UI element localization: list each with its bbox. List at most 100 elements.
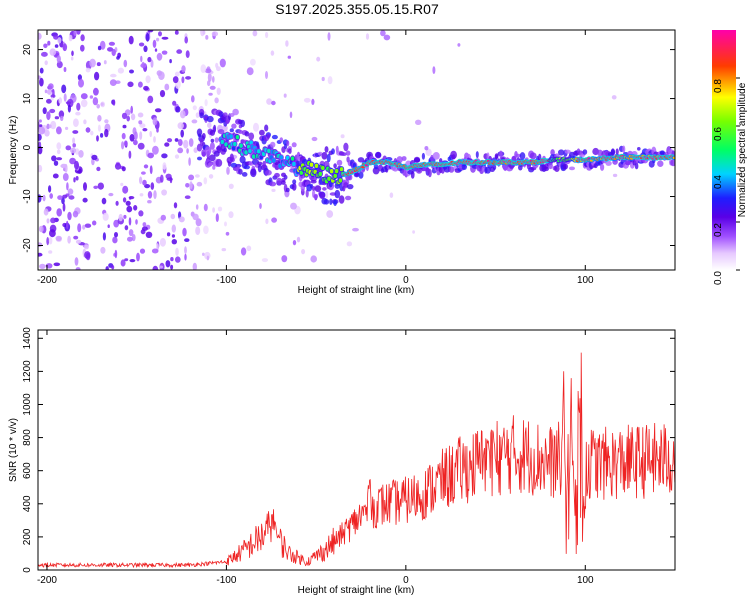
heatmap-ridge-core <box>299 170 304 175</box>
heatmap-noise-blob <box>128 150 132 159</box>
heatmap-noise-blob <box>177 139 183 146</box>
heatmap-noise-blob <box>47 40 51 46</box>
heatmap-ridge-halo <box>329 198 333 205</box>
heatmap-noise-blob <box>271 217 277 223</box>
heatmap-noise-blob <box>93 87 99 96</box>
heatmap-noise-blob <box>122 197 127 203</box>
heatmap-noise-blob <box>73 30 77 36</box>
heatmap-ridge-halo <box>554 165 560 172</box>
heatmap-noise-blob <box>145 231 153 238</box>
heatmap-noise-blob <box>271 188 276 192</box>
heatmap-noise-blob <box>48 237 53 245</box>
heatmap-noise-blob <box>172 100 177 106</box>
heatmap-noise-blob <box>195 226 201 235</box>
heatmap-noise-blob <box>153 190 157 200</box>
heatmap-noise-blob <box>133 139 138 146</box>
heatmap-noise-blob <box>141 171 146 175</box>
heatmap-noise-blob <box>180 129 184 138</box>
heatmap-noise-blob <box>67 235 71 244</box>
heatmap-noise-blob <box>53 262 61 267</box>
heatmap-ridge-halo <box>313 193 319 199</box>
heatmap-noise-blob <box>39 263 46 269</box>
heatmap-noise-blob <box>139 248 146 254</box>
heatmap-noise-blob <box>325 190 329 199</box>
heatmap-noise-blob <box>161 153 168 159</box>
colorbar-tick-label: 0.2 <box>713 223 724 237</box>
heatmap-ridge-core <box>224 142 228 147</box>
heatmap-noise-blob <box>80 34 85 42</box>
heatmap-noise-blob <box>206 255 210 261</box>
heatmap-noise-blob <box>287 55 291 59</box>
heatmap-noise-blob <box>143 85 149 91</box>
heatmap-noise-blob <box>352 227 359 232</box>
heatmap-ridge-halo <box>373 164 379 170</box>
heatmap-noise-blob <box>103 60 107 65</box>
heatmap-ridge-halo <box>270 141 276 148</box>
heatmap-noise-blob <box>122 124 127 129</box>
heatmap-noise-blob <box>156 127 159 133</box>
heatmap-noise-blob <box>184 253 187 261</box>
heatmap-noise-blob <box>166 138 173 143</box>
heatmap-noise-blob <box>123 140 128 147</box>
heatmap-noise-blob <box>49 108 56 114</box>
snr-panel: -200 -100 0 100 0 200 400 600 800 1000 1200 1400 H… <box>8 327 676 596</box>
heatmap-noise-blob <box>125 200 131 206</box>
heatmap-noise-blob <box>222 124 228 132</box>
heatmap-noise-blob <box>82 197 88 203</box>
heatmap-ridge-halo <box>333 199 337 206</box>
heatmap-noise-blob <box>265 31 269 39</box>
heatmap-noise-blob <box>327 32 331 41</box>
heatmap-noise-blob <box>43 208 49 216</box>
heatmap-noise-blob <box>100 246 106 254</box>
heatmap-ridge-core <box>272 158 276 163</box>
heatmap-ytick-label: 0 <box>22 144 33 150</box>
heatmap-ridge-halo <box>284 143 288 150</box>
heatmap-noise-blob <box>46 98 52 104</box>
heatmap-noise-blob <box>250 58 256 66</box>
heatmap-noise-blob <box>130 105 133 114</box>
heatmap-noise-blob <box>170 264 174 270</box>
heatmap-noise-blob <box>82 224 86 230</box>
heatmap-noise-blob <box>115 200 119 206</box>
heatmap-xtick-label: -200 <box>37 275 57 286</box>
heatmap-noise-blob <box>183 139 189 149</box>
colorbar-tick-label: 0.8 <box>713 79 724 93</box>
heatmap-noise-blob <box>203 177 208 185</box>
heatmap-noise-blob <box>185 76 192 80</box>
heatmap-ridge-halo <box>229 153 234 162</box>
heatmap-ridge-halo <box>499 150 503 159</box>
heatmap-noise-blob <box>112 99 116 106</box>
heatmap-noise-blob <box>78 150 84 158</box>
heatmap-noise-blob <box>107 47 114 52</box>
snr-xtick-label: -200 <box>37 575 57 586</box>
heatmap-noise-blob <box>156 37 160 42</box>
heatmap-ridge-halo <box>450 150 457 160</box>
heatmap-ridge-halo <box>291 183 297 191</box>
heatmap-noise-blob <box>147 95 154 104</box>
heatmap-ridge-halo <box>240 119 246 128</box>
heatmap-ridge-halo <box>283 174 288 180</box>
heatmap-noise-blob <box>85 127 91 133</box>
heatmap-noise-blob <box>217 206 223 212</box>
heatmap-ridge-halo <box>244 131 250 137</box>
heatmap-noise-blob <box>216 66 221 72</box>
heatmap-noise-blob <box>72 143 76 148</box>
heatmap-noise-blob <box>56 157 63 161</box>
heatmap-noise-blob <box>123 59 128 68</box>
heatmap-noise-blob <box>97 115 102 122</box>
heatmap-noise-blob <box>147 30 154 33</box>
heatmap-noise-blob <box>128 217 132 226</box>
heatmap-noise-blob <box>158 31 162 37</box>
heatmap-ridge-core <box>251 154 256 159</box>
heatmap-ridge-halo <box>257 164 262 173</box>
heatmap-noise-blob <box>38 119 42 123</box>
heatmap-noise-blob <box>126 115 130 122</box>
heatmap-noise-blob <box>114 249 118 259</box>
heatmap-noise-blob <box>111 48 116 57</box>
heatmap-noise-blob <box>181 76 185 84</box>
heatmap-noise-blob <box>53 35 59 40</box>
heatmap-ridge-core <box>244 150 248 155</box>
heatmap-ridge-halo <box>372 167 380 175</box>
heatmap-ridge-halo <box>292 179 297 185</box>
heatmap-noise-blob <box>68 195 75 200</box>
